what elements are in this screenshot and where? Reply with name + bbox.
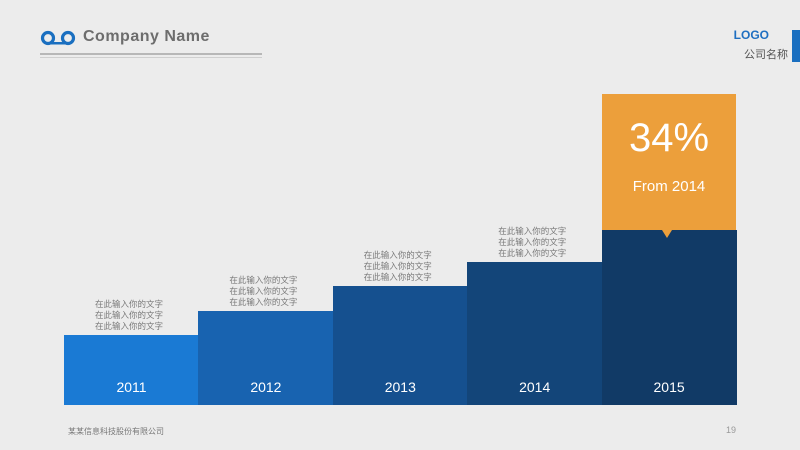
step-description: 在此输入你的文字 在此输入你的文字 在此输入你的文字	[229, 275, 297, 308]
page-number: 19	[726, 425, 737, 435]
header-rule	[40, 53, 262, 55]
description-line: 在此输入你的文字	[95, 310, 164, 320]
year-label: 2013	[384, 379, 416, 395]
description-line: 在此输入你的文字	[363, 272, 432, 282]
step-bar-2011: 2011	[64, 335, 199, 405]
step-description: 在此输入你的文字 在此输入你的文字 在此输入你的文字	[95, 299, 163, 332]
year-label: 2014	[519, 379, 551, 395]
description-line: 在此输入你的文字	[95, 299, 164, 309]
step-bar-2015: 2015	[601, 230, 737, 405]
year-label: 2015	[653, 379, 685, 395]
year-label: 2012	[250, 379, 282, 395]
callout-pointer	[662, 230, 672, 238]
step-bar-2014: 2014	[467, 261, 603, 405]
callout-percentage: 34%	[628, 116, 710, 160]
description-line: 在此输入你的文字	[363, 261, 432, 271]
description-line: 在此输入你的文字	[95, 321, 164, 331]
company-name: Company Name	[83, 28, 210, 45]
description-line: 在此输入你的文字	[363, 250, 432, 260]
description-line: 在此输入你的文字	[498, 236, 567, 247]
description-line: 在此输入你的文字	[229, 285, 298, 296]
company-logo-icon	[40, 30, 76, 46]
step-description: 在此输入你的文字 在此输入你的文字 在此输入你的文字	[364, 250, 432, 283]
step-bar-2012: 2012	[198, 310, 334, 405]
growth-callout: 34% From 2014	[602, 94, 736, 230]
logo-accent-bar	[792, 30, 800, 62]
logo-subtitle: 公司名称	[744, 49, 788, 61]
description-line: 在此输入你的文字	[498, 247, 567, 258]
footer-company: 某某信息科技股份有限公司	[68, 427, 164, 436]
year-label: 2011	[116, 379, 147, 395]
header-rule-thin	[40, 57, 262, 58]
step-description: 在此输入你的文字 在此输入你的文字 在此输入你的文字	[498, 226, 566, 259]
logo-text: LOGO	[733, 28, 769, 42]
callout-label: From 2014	[632, 178, 706, 195]
step-bar-2013: 2013	[332, 286, 468, 405]
description-line: 在此输入你的文字	[229, 296, 298, 307]
description-line: 在此输入你的文字	[498, 225, 567, 236]
description-line: 在此输入你的文字	[229, 274, 298, 285]
